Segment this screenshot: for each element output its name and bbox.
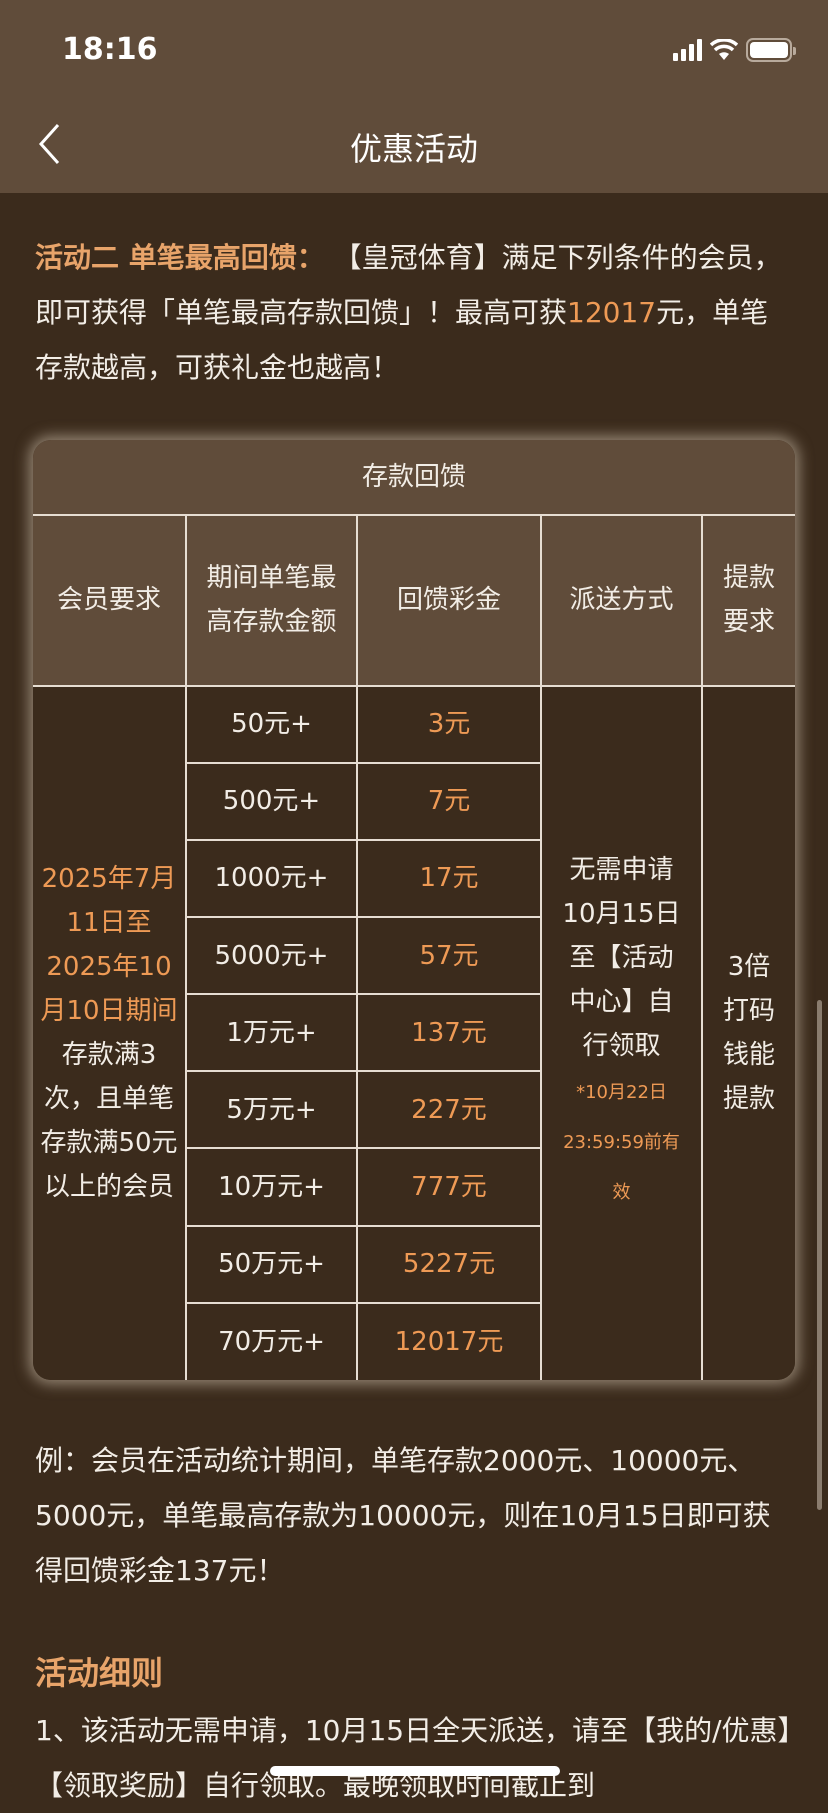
delivery-cell: 无需申请10月15日至【活动中心】自行领取 *10月22日23:59:59前有效 [540,684,703,1380]
rules-heading: 活动细则 [35,1654,164,1692]
page-title: 优惠活动 [349,130,478,168]
withdraw-cell: 3倍打码钱能提款 [700,684,795,1380]
bonus-table: 存款回馈 会员要求 期间单笔最高存款金额 回馈彩金 派送方式 提款要求 2025… [33,440,795,1380]
bonus-cell: 12017元 [356,1301,542,1380]
deposit-cell: 50万元+ [185,1224,358,1304]
rules-item-1: 1、该活动无需申请，10月15日全天派送，请至【我的/优惠】【领取奖励】自行领取… [35,1714,792,1802]
delivery-note: *10月22日23:59:59前有效 [563,1082,680,1204]
header-bonus: 回馈彩金 [356,514,542,687]
intro-text: 活动二 单笔最高回馈： 【皇冠体育】满足下列条件的会员，即可获得「单笔最高存款回… [35,230,795,395]
colon: ： [296,241,325,274]
back-button[interactable] [36,122,62,166]
deposit-cell: 70万元+ [185,1301,358,1380]
status-time: 18:16 [62,32,158,67]
activity-heading: 活动二 单笔最高回馈 [35,241,297,274]
bonus-cell: 227元 [356,1070,542,1150]
table-row: 2025年7月11日至2025年10月10日期间存款满3次，且单笔存款满50元以… [33,684,795,1380]
table-row: 1万元+ 137元 [33,993,795,1073]
member-req-text: 存款满3次，且单笔存款满50元以上的会员 [40,1040,178,1203]
bonus-cell: 137元 [356,993,542,1073]
bonus-cell: 3元 [356,684,542,764]
table-row: 5000元+ 57元 [33,915,795,996]
home-indicator[interactable] [270,1766,560,1776]
header-delivery: 派送方式 [540,514,703,687]
delivery-text: 无需申请10月15日至【活动中心】自行领取 [562,855,681,1062]
deposit-cell: 5000元+ [185,915,358,996]
table-row: 5万元+ 227元 [33,1070,795,1150]
signal-icon [673,39,702,61]
bonus-cell: 17元 [356,838,542,918]
top-bar: 18:16 优惠活动 [0,0,828,193]
deposit-cell: 5万元+ [185,1070,358,1150]
battery-icon [746,38,796,62]
header-member-req: 会员要求 [33,514,187,687]
member-req-date: 2025年7月11日至2025年10月10日期间 [40,864,178,1027]
table-row: 50万元+ 5227元 [33,1224,795,1304]
bonus-cell: 5227元 [356,1224,542,1304]
deposit-cell: 1000元+ [185,838,358,918]
table-row: 1000元+ 17元 [33,838,795,918]
bonus-cell: 777元 [356,1147,542,1227]
max-amount: 12017 [567,296,657,329]
table-row: 500元+ 7元 [33,761,795,841]
bonus-cell: 57元 [356,915,542,996]
intro-text-1: 【皇冠体育】满足下列条件的会员，即可获得「单笔最高存款回馈」！最高可获 [35,241,782,329]
deposit-cell: 1万元+ [185,993,358,1073]
table-title: 存款回馈 [33,440,795,517]
bonus-cell: 7元 [356,761,542,841]
status-icons [673,38,796,62]
header-deposit: 期间单笔最高存款金额 [185,514,358,687]
intro-text-2: 元，单笔存款越高，可获礼金也越高！ [35,296,769,384]
example-text: 例：会员在活动统计期间，单笔存款2000元、10000元、5000元，单笔最高存… [35,1444,771,1587]
deposit-cell: 10万元+ [185,1147,358,1227]
header-withdraw: 提款要求 [700,514,795,687]
table-row: 10万元+ 777元 [33,1147,795,1227]
scrollbar[interactable] [817,1000,822,1510]
member-req-cell: 2025年7月11日至2025年10月10日期间存款满3次，且单笔存款满50元以… [33,684,187,1380]
table-row: 70万元+ 12017元 [33,1301,795,1380]
deposit-cell: 50元+ [185,684,358,764]
deposit-cell: 500元+ [185,761,358,841]
wifi-icon [710,39,738,60]
